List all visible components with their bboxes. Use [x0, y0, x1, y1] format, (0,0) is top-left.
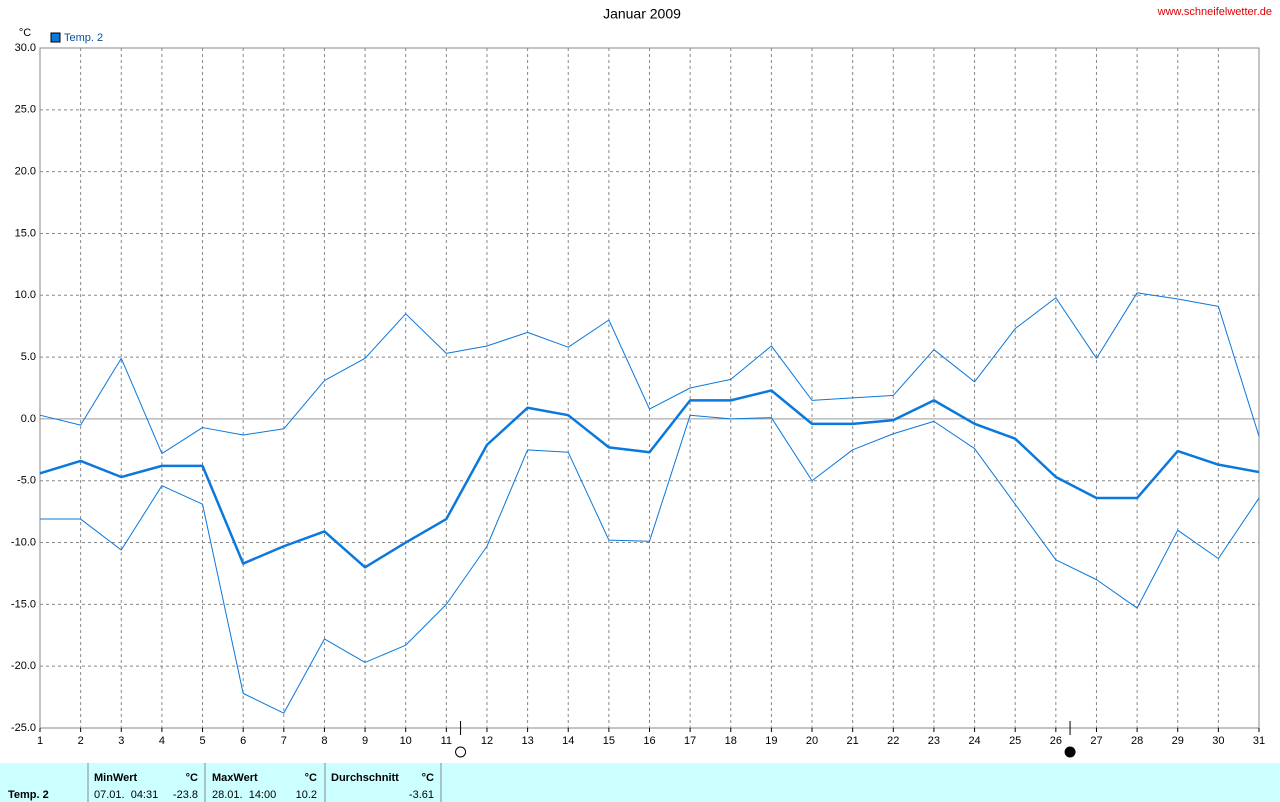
x-tick-label: 21 [847, 735, 859, 747]
sensor: Temp. 2 [8, 789, 49, 801]
x-tick-label: 25 [1009, 735, 1021, 747]
x-tick-label: 15 [603, 735, 615, 747]
x-tick-label: 3 [118, 735, 124, 747]
x-tick-label: 2 [78, 735, 84, 747]
summary-bg [0, 763, 1280, 802]
x-tick-label: 12 [481, 735, 493, 747]
x-tick-label: 10 [400, 735, 412, 747]
y-tick-label: -20.0 [11, 660, 36, 672]
x-tick-label: 5 [199, 735, 205, 747]
x-tick-label: 31 [1253, 735, 1265, 747]
min-header: MinWert [94, 772, 138, 784]
series-line [39, 292, 1260, 455]
x-tick-label: 29 [1172, 735, 1184, 747]
y-tick-label: -25.0 [11, 722, 36, 734]
avg-header: Durchschnitt [331, 772, 399, 784]
min-time: 07.01. 04:31 [94, 789, 158, 801]
x-tick-label: 11 [441, 735, 452, 747]
x-tick-label: 13 [521, 735, 533, 747]
moon-phase [1064, 746, 1076, 758]
chart-title: Januar 2009 [603, 6, 681, 22]
legend-label: Temp. 2 [64, 32, 103, 44]
y-tick-label: -10.0 [11, 536, 36, 548]
y-unit: °C [19, 27, 31, 39]
x-tick-label: 4 [159, 735, 165, 747]
y-tick-label: 15.0 [15, 227, 36, 239]
legend-swatch [50, 32, 61, 43]
x-tick-label: 17 [684, 735, 696, 747]
x-tick-label: 1 [37, 735, 43, 747]
series-line [39, 389, 1260, 569]
x-tick-label: 22 [887, 735, 899, 747]
x-tick-label: 28 [1131, 735, 1143, 747]
x-tick-label: 24 [968, 735, 980, 747]
x-tick-label: 23 [928, 735, 940, 747]
x-tick-label: 27 [1090, 735, 1102, 747]
avg-value: -3.61 [409, 789, 434, 801]
max-unit: °C [305, 772, 317, 784]
max-header: MaxWert [212, 772, 258, 784]
x-tick-label: 19 [765, 735, 777, 747]
y-tick-label: 5.0 [21, 351, 36, 363]
x-tick-label: 26 [1050, 735, 1062, 747]
x-tick-label: 8 [321, 735, 327, 747]
y-tick-label: 0.0 [21, 413, 36, 425]
x-tick-label: 6 [240, 735, 246, 747]
x-tick-label: 20 [806, 735, 818, 747]
series-line [40, 414, 1260, 714]
y-tick-label: -15.0 [11, 598, 36, 610]
y-tick-label: 25.0 [15, 104, 36, 116]
source: www.schneifelwetter.de [1157, 6, 1272, 18]
x-tick-label: 7 [281, 735, 287, 747]
y-tick-label: -5.0 [17, 475, 36, 487]
summary-table: Temp. 2 MinWert °C 07.01. 04:31 -23.8 Ma… [8, 763, 442, 802]
x-tick-label: 9 [362, 735, 368, 747]
x-tick-label: 14 [562, 735, 574, 747]
moon-phase [455, 746, 467, 758]
x-tick-label: 18 [725, 735, 737, 747]
y-tick-label: 20.0 [15, 166, 36, 178]
y-tick-label: 30.0 [15, 42, 36, 54]
min-value: -23.8 [173, 789, 198, 801]
max-time: 28.01. 14:00 [212, 789, 276, 801]
x-tick-label: 16 [643, 735, 655, 747]
min-unit: °C [186, 772, 198, 784]
avg-unit: °C [422, 772, 434, 784]
max-value: 10.2 [296, 789, 317, 801]
x-tick-label: 30 [1212, 735, 1224, 747]
y-tick-label: 10.0 [15, 289, 36, 301]
